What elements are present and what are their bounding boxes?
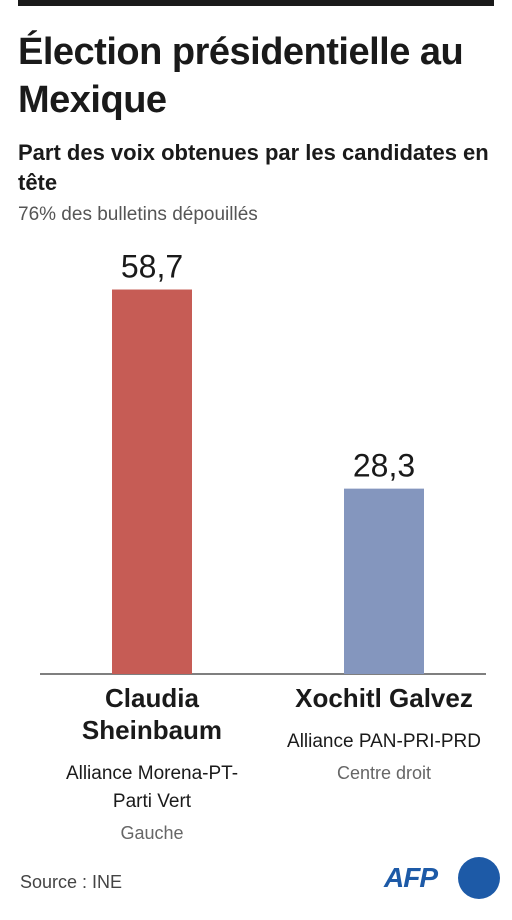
bar-value-label: 28,3 — [353, 448, 415, 484]
source-note: Source : INE — [20, 872, 123, 892]
afp-logo-text: AFP — [384, 862, 438, 893]
candidate-name: Xochitl Galvez — [295, 683, 473, 713]
candidate-alliance: Alliance Morena-PT-Parti Vert — [65, 763, 239, 812]
bar-value-label: 58,7 — [121, 249, 183, 285]
afp-logo-dot — [458, 857, 500, 899]
candidate-2: Xochitl Galvez Alliance PAN-PRI-PRD Cent… — [284, 682, 484, 786]
chart-title: Élection présidentielle au Mexique — [18, 31, 464, 121]
afp-logo: AFP — [384, 856, 504, 900]
bar-1 — [112, 289, 192, 674]
candidate-name: Claudia Sheinbaum — [81, 683, 223, 745]
chart-subtitle: Part des voix obtenues par les candidate… — [18, 140, 489, 195]
candidate-1: Claudia Sheinbaum Alliance Morena-PT-Par… — [52, 682, 252, 846]
candidate-side: Gauche — [120, 823, 184, 843]
count-note: 76% des bulletins dépouillés — [18, 204, 258, 225]
top-rule — [18, 0, 494, 6]
bar-2 — [344, 488, 424, 674]
candidate-side: Centre droit — [336, 763, 432, 783]
candidate-alliance: Alliance PAN-PRI-PRD — [287, 731, 481, 752]
